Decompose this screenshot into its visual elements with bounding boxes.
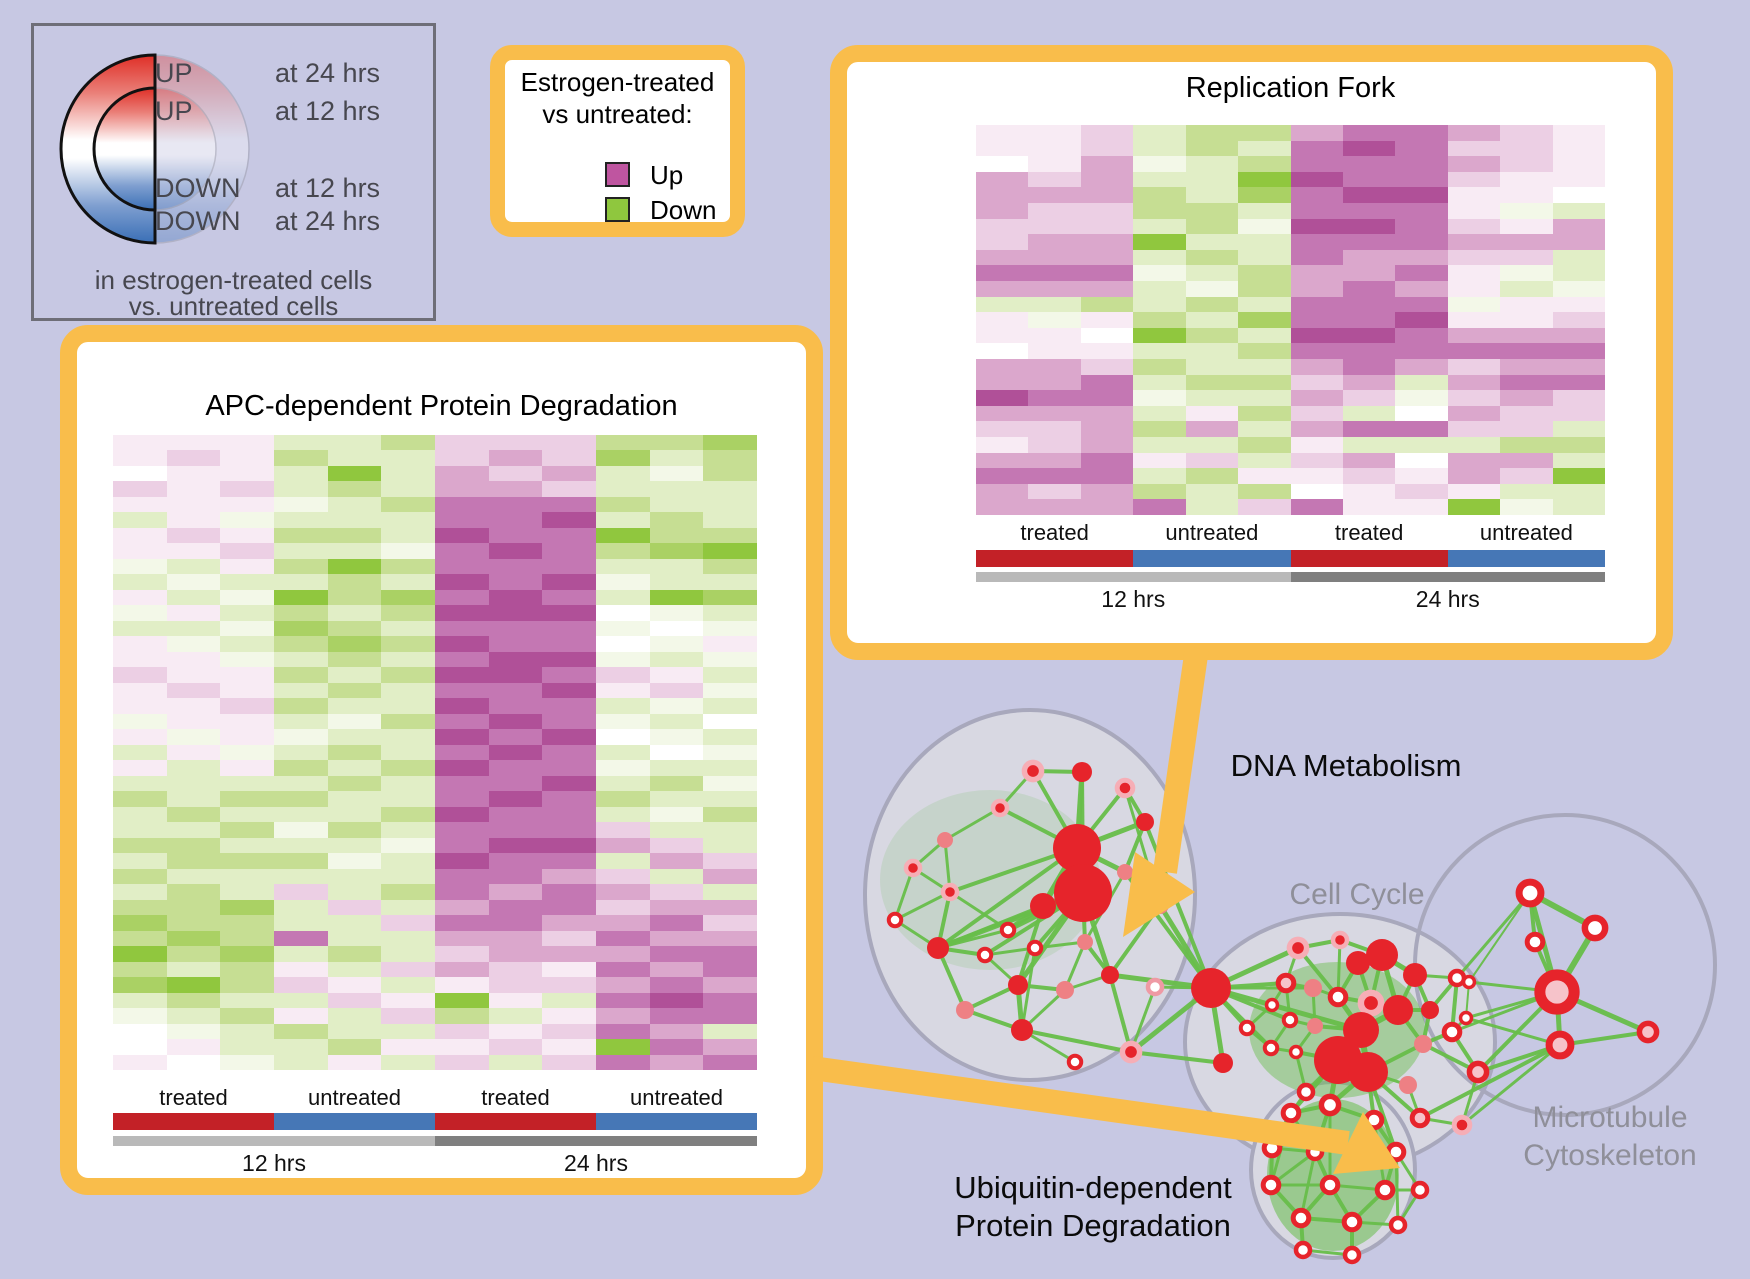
- dna-metabolism-label: DNA Metabolism: [1230, 748, 1462, 783]
- estrogen-legend-title: Estrogen-treated vs untreated:: [505, 66, 730, 130]
- estrogen-legend: Estrogen-treated vs untreated: Up Down: [490, 45, 745, 237]
- group-label: untreated: [1479, 520, 1573, 545]
- apc-degradation-title: APC-dependent Protein Degradation: [205, 390, 678, 422]
- group-label: untreated: [1165, 520, 1259, 545]
- time-label: 12 hrs: [1101, 586, 1166, 612]
- time-label: 24 hrs: [1415, 586, 1480, 612]
- ring-row-time-2: at 12 hrs: [275, 173, 381, 203]
- group-label: treated: [159, 1085, 228, 1110]
- apc-time-bar: [113, 1136, 757, 1146]
- down-label: Down: [650, 195, 717, 225]
- up-label: Up: [650, 160, 684, 190]
- replication-fork-panel: Replication Fork treated untreated treat…: [830, 45, 1673, 660]
- rf-time-labels: 12 hrs 24 hrs: [976, 586, 1605, 613]
- ring-caption-line2: vs. untreated cells: [128, 291, 339, 321]
- group-label: treated: [481, 1085, 550, 1110]
- group-label: untreated: [308, 1085, 401, 1110]
- apc-heatmap: [113, 435, 757, 1070]
- rf-treatment-bar: [976, 550, 1605, 567]
- apc-degradation-panel: APC-dependent Protein Degradation treate…: [60, 325, 823, 1195]
- group-label: treated: [1020, 520, 1089, 545]
- replication-fork-heatmap: [976, 125, 1605, 515]
- up-color-swatch: [605, 162, 630, 187]
- ring-row-dir-3: DOWN: [155, 206, 241, 236]
- ring-row-dir-1: UP: [155, 96, 193, 126]
- time-label: 12 hrs: [242, 1150, 306, 1176]
- down-color-swatch: [605, 197, 630, 222]
- ubiquitin-label-line2: Protein Degradation: [955, 1208, 1231, 1243]
- estrogen-legend-title-line2: vs untreated:: [542, 99, 693, 129]
- apc-time-labels: 12 hrs 24 hrs: [113, 1150, 757, 1177]
- ubiquitin-label-line1: Ubiquitin-dependent: [954, 1170, 1232, 1205]
- rf-group-labels: treated untreated treated untreated: [976, 520, 1605, 546]
- time-label: 24 hrs: [564, 1150, 628, 1176]
- estrogen-legend-title-line1: Estrogen-treated: [520, 67, 715, 97]
- ring-row-dir-0: UP: [155, 58, 193, 88]
- rf-time-bar: [976, 572, 1605, 582]
- ring-row-time-3: at 24 hrs: [275, 206, 381, 236]
- group-label: untreated: [630, 1085, 723, 1110]
- ring-row-dir-2: DOWN: [155, 173, 241, 203]
- cell-cycle-label: Cell Cycle: [1289, 878, 1425, 911]
- apc-group-labels: treated untreated treated untreated: [113, 1085, 757, 1111]
- updown-ring-icon: [59, 53, 250, 245]
- ring-caption-line1: in estrogen-treated cells: [94, 265, 373, 295]
- ring-row-time-0: at 24 hrs: [275, 58, 381, 88]
- replication-fork-title: Replication Fork: [1185, 72, 1396, 104]
- ring-legend-box: UP at 24 hrs UP at 12 hrs DOWN at 12 hrs…: [31, 23, 436, 321]
- apc-treatment-bar: [113, 1113, 757, 1130]
- microtubule-label-line1: Microtubule: [1532, 1101, 1688, 1134]
- ring-row-time-1: at 12 hrs: [275, 96, 381, 126]
- microtubule-label-line2: Cytoskeleton: [1523, 1139, 1697, 1172]
- group-label: treated: [1334, 520, 1404, 545]
